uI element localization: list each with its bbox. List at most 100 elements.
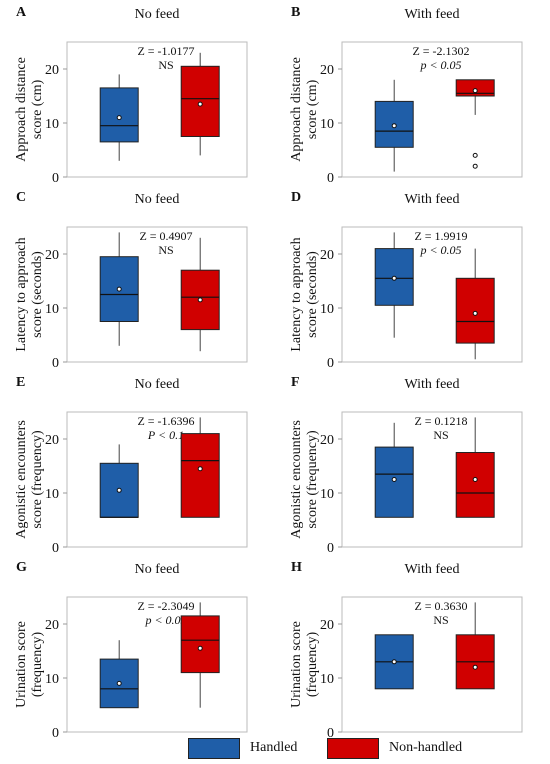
iqr-box	[180, 433, 220, 518]
outlier-point	[472, 163, 478, 169]
box-non-handled	[455, 248, 495, 360]
plot-area	[341, 41, 523, 178]
box-non-handled	[180, 52, 220, 156]
panel-title: With feed	[404, 377, 459, 392]
significance-label: NS	[433, 613, 448, 627]
plot-area	[66, 41, 248, 178]
iqr-box	[455, 277, 495, 344]
box-handled	[374, 79, 414, 172]
panel-title: With feed	[404, 7, 459, 22]
iqr-box	[180, 615, 220, 674]
box-non-handled	[180, 417, 220, 518]
box-handled	[374, 232, 414, 338]
box-non-handled	[455, 417, 495, 518]
panel-title: With feed	[404, 562, 459, 577]
y-tick-label: 10	[45, 487, 59, 502]
y-tick-label: 10	[45, 302, 59, 317]
plot-area	[66, 411, 248, 548]
outlier-point	[472, 152, 478, 158]
y-tick-label: 0	[52, 726, 59, 741]
iqr-box	[99, 462, 139, 518]
mean-marker	[116, 680, 122, 686]
y-tick-label: 20	[320, 248, 334, 263]
panel-letter: C	[16, 190, 26, 205]
y-axis-label: Approach distancescore (cm)	[14, 57, 45, 162]
significance-label: NS	[158, 243, 173, 257]
iqr-box	[374, 446, 414, 518]
panel-title: No feed	[135, 7, 180, 22]
y-tick-label: 0	[327, 726, 334, 741]
mean-marker	[391, 275, 397, 281]
y-tick-label: 20	[320, 63, 334, 78]
legend: Handled Non-handled	[0, 735, 550, 761]
iqr-box	[455, 452, 495, 518]
iqr-box	[180, 65, 220, 137]
mean-marker	[391, 123, 397, 129]
y-tick-label: 10	[320, 672, 334, 687]
z-statistic: Z = 0.1218	[414, 414, 467, 428]
legend-swatch-non-handled	[327, 737, 379, 759]
y-tick-label: 0	[52, 171, 59, 186]
y-tick-label: 20	[45, 618, 59, 633]
box-non-handled	[455, 602, 495, 690]
z-statistic: Z = 1.9919	[414, 229, 467, 243]
box-handled	[99, 74, 139, 161]
y-tick-label: 0	[52, 541, 59, 556]
y-axis-label: Urination score(frequency)	[289, 621, 320, 708]
y-tick-label: 0	[52, 356, 59, 371]
legend-label-handled: Handled	[250, 740, 298, 755]
mean-marker	[391, 477, 397, 482]
panel-title: No feed	[135, 192, 180, 207]
panel-letter: E	[16, 375, 25, 390]
z-statistic: Z = -2.1302	[412, 44, 469, 58]
z-statistic: Z = -1.0177	[137, 44, 194, 58]
mean-marker	[116, 115, 122, 121]
box-handled	[99, 444, 139, 518]
y-tick-label: 0	[327, 541, 334, 556]
y-tick-label: 0	[327, 356, 334, 371]
box-non-handled	[455, 79, 495, 169]
box-handled	[99, 640, 139, 709]
mean-marker	[472, 664, 478, 670]
plot-area	[341, 226, 523, 363]
box-non-handled	[180, 602, 220, 708]
mean-marker	[472, 310, 478, 316]
mean-marker	[116, 286, 122, 292]
significance-label: p < 0.05	[419, 243, 461, 257]
mean-marker	[472, 88, 478, 94]
z-statistic: Z = 0.3630	[414, 599, 467, 613]
panel-letter: G	[16, 560, 27, 575]
y-axis-label: Latency to approachscore (seconds)	[289, 237, 320, 351]
z-statistic: Z = -1.6396	[137, 414, 194, 428]
panel-letter: F	[291, 375, 300, 390]
z-statistic: Z = 0.4907	[139, 229, 192, 243]
y-tick-label: 0	[327, 171, 334, 186]
y-axis-label: Agonistic encountersscore (frequency)	[289, 420, 320, 539]
plot-area	[66, 596, 248, 733]
mean-marker	[116, 487, 122, 493]
panel-letter: A	[16, 5, 27, 20]
y-axis-label: Approach distancescore (cm)	[289, 57, 320, 162]
box-handled	[99, 232, 139, 346]
z-statistic: Z = -2.3049	[137, 599, 194, 613]
iqr-box	[99, 87, 139, 143]
legend-label-non-handled: Non-handled	[389, 740, 463, 755]
legend-item-non-handled: Non-handled	[327, 735, 462, 761]
y-tick-label: 20	[45, 63, 59, 78]
y-axis-label: Urination score(frequency)	[14, 621, 45, 708]
y-tick-label: 20	[320, 433, 334, 448]
plot-area	[341, 411, 523, 548]
plot-area	[341, 596, 523, 733]
legend-swatch-handled	[188, 737, 240, 759]
panel-letter: H	[291, 560, 302, 575]
mean-marker	[197, 101, 203, 107]
panel-title: No feed	[135, 562, 180, 577]
